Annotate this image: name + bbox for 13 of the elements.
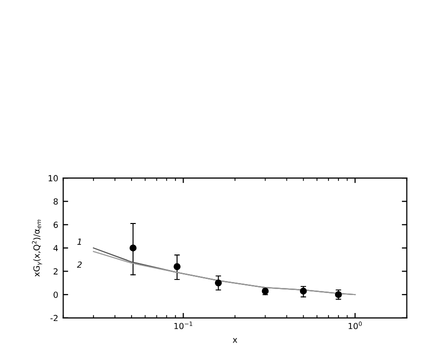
annotation: 2 bbox=[76, 261, 82, 268]
y-tick-label: 2 bbox=[54, 268, 58, 274]
y-tick-label: -2 bbox=[50, 314, 58, 322]
x-tick-label: 10$^{−1}$ bbox=[174, 322, 192, 330]
y-tick-label: 10 bbox=[48, 175, 58, 182]
annotation: 1 bbox=[77, 238, 81, 245]
y-tick-label: 4 bbox=[53, 245, 58, 252]
x-axis-title: x bbox=[232, 338, 238, 343]
y-axis-title: xG$_{γ}$(x,Q$^{2}$)/α$_{em}$ bbox=[32, 220, 42, 277]
y-tick-label: 0 bbox=[54, 292, 58, 298]
y-tick-label: 6 bbox=[54, 222, 58, 228]
x-tick-label: 10$^{0}$ bbox=[348, 322, 362, 330]
y-tick-label: 8 bbox=[54, 198, 58, 205]
